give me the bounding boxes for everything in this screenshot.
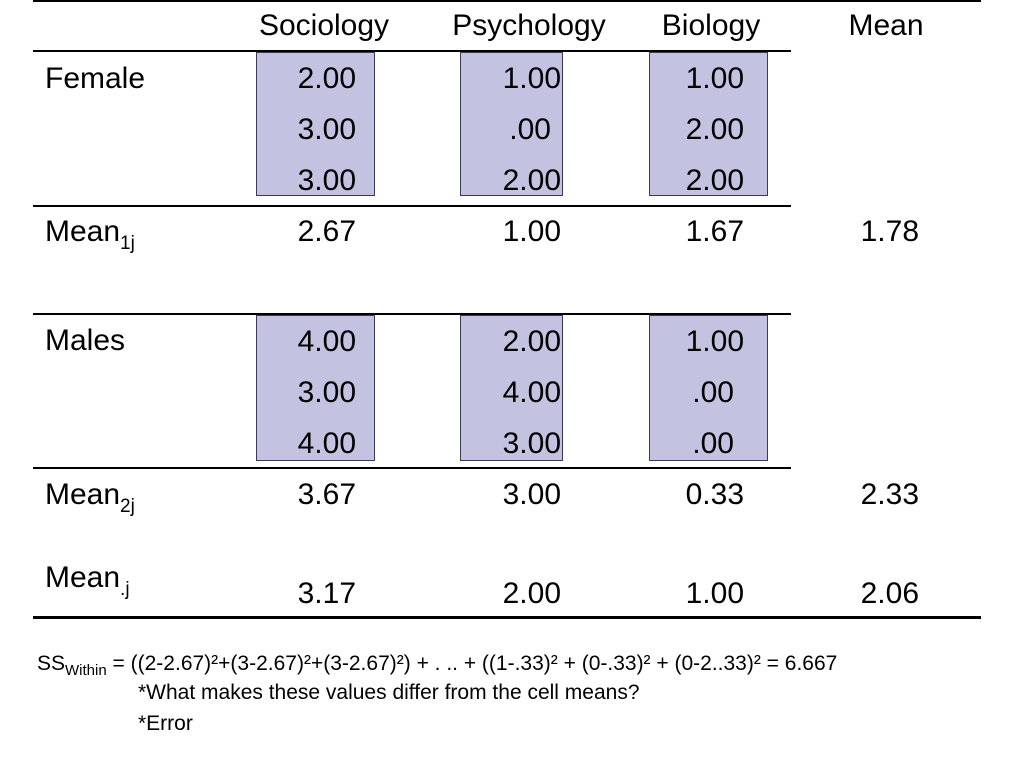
male-sociology-3: 4.00 — [297, 427, 356, 460]
mean-dot-j-text: Mean — [45, 561, 121, 594]
mean-dot-j-sociology: 3.17 — [297, 577, 356, 610]
mean-1j-text: Mean — [45, 215, 121, 248]
male-psychology-2: 4.00 — [502, 376, 561, 409]
male-biology-1: 1.00 — [685, 325, 744, 358]
female-biology-box — [649, 52, 768, 196]
male-biology-3: .00 — [692, 427, 734, 460]
mean-2j-sociology: 3.67 — [297, 478, 356, 511]
mean-1j-overall: 1.78 — [860, 215, 919, 248]
row-label-males: Males — [45, 324, 126, 357]
female-psychology-1: 1.00 — [502, 62, 561, 95]
formula-lhs-subscript: Within — [65, 662, 107, 679]
mean-dot-j-psychology: 2.00 — [502, 577, 561, 610]
female-sociology-1: 2.00 — [297, 62, 356, 95]
mean-dot-j-overall: 2.06 — [860, 577, 919, 610]
formula-rhs: = ((2-2.67)²+(3-2.67)²+(3-2.67)²) + . ..… — [112, 652, 838, 675]
ss-within-formula: SSWithin = ((2-2.67)²+(3-2.67)²+(3-2.67)… — [37, 653, 837, 678]
male-top-rule — [33, 313, 791, 315]
mean-2j-overall: 2.33 — [860, 478, 919, 511]
row-label-mean-dot-j: Mean.j — [45, 561, 130, 600]
male-psychology-3: 3.00 — [502, 427, 561, 460]
mean-1j-subscript: 1j — [120, 233, 135, 254]
col-header-sociology: Sociology — [258, 9, 390, 42]
col-header-psychology: Psychology — [452, 9, 606, 42]
mean-2j-psychology: 3.00 — [502, 478, 561, 511]
mean-dot-j-subscript: .j — [120, 579, 130, 600]
female-sociology-2: 3.00 — [297, 113, 356, 146]
header-rule — [33, 50, 791, 52]
col-header-mean: Mean — [848, 9, 924, 42]
mean-1j-psychology: 1.00 — [502, 215, 561, 248]
male-psychology-box — [460, 315, 563, 461]
female-biology-2: 2.00 — [685, 113, 744, 146]
female-biology-3: 2.00 — [685, 164, 744, 197]
female-sociology-3: 3.00 — [297, 164, 356, 197]
row-label-mean-1j: Mean1j — [45, 215, 135, 254]
note-answer: *Error — [138, 712, 193, 735]
female-psychology-box — [460, 52, 563, 196]
male-sociology-2: 3.00 — [297, 376, 356, 409]
mean-dot-j-biology: 1.00 — [685, 577, 744, 610]
mean-2j-subscript: 2j — [120, 496, 135, 517]
male-biology-2: .00 — [692, 376, 734, 409]
mean-2j-biology: 0.33 — [685, 478, 744, 511]
mean-1j-biology: 1.67 — [685, 215, 744, 248]
male-biology-box — [649, 315, 768, 461]
row-label-female: Female — [45, 62, 146, 95]
mean-1j-sociology: 2.67 — [297, 215, 356, 248]
formula-lhs: SS — [37, 652, 66, 675]
male-rule — [33, 467, 791, 469]
row-label-mean-2j: Mean2j — [45, 478, 135, 517]
table-bottom-rule — [33, 616, 981, 619]
male-sociology-1: 4.00 — [297, 325, 356, 358]
male-sociology-box — [256, 315, 375, 461]
female-biology-1: 1.00 — [685, 62, 744, 95]
male-psychology-1: 2.00 — [502, 325, 561, 358]
female-psychology-2: .00 — [509, 113, 551, 146]
mean-2j-text: Mean — [45, 478, 121, 511]
female-rule — [33, 205, 791, 207]
col-header-biology: Biology — [661, 9, 761, 42]
female-psychology-3: 2.00 — [502, 164, 561, 197]
table-top-rule — [33, 0, 981, 2]
note-question: *What makes these values differ from the… — [138, 681, 640, 704]
female-sociology-box — [256, 52, 375, 196]
